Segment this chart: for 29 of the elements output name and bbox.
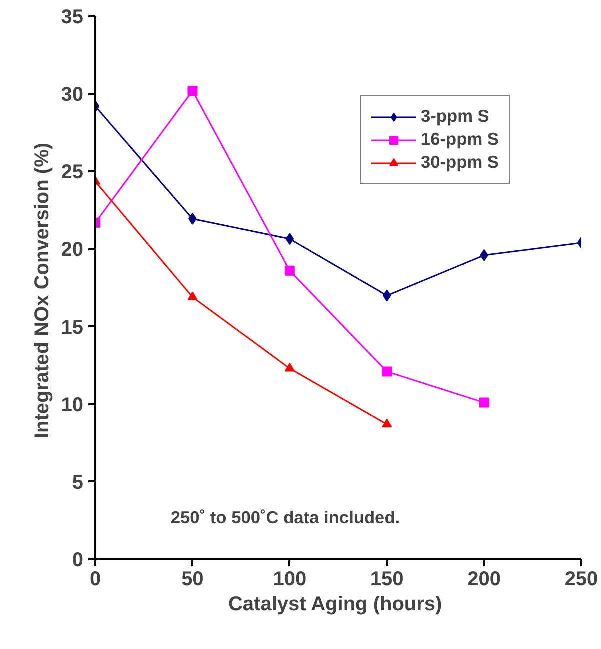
- y-tick-label: 5: [72, 472, 84, 494]
- y-tick-label: 20: [61, 239, 84, 262]
- x-tick-label: 0: [90, 568, 102, 590]
- point: [382, 418, 392, 428]
- legend-label: 3-ppm S: [421, 106, 490, 127]
- y-tick-label: 15: [61, 316, 84, 339]
- y-tick-label: 25: [61, 162, 84, 184]
- annotation: 250˚ to 500˚C data included.: [170, 508, 400, 528]
- point: [382, 290, 392, 302]
- x-tick-label: 150: [370, 568, 404, 590]
- x-tick-label: 50: [182, 568, 204, 590]
- point: [382, 366, 392, 377]
- legend-label: 16-ppm S: [421, 129, 499, 150]
- x-tick-label: 100: [273, 568, 307, 590]
- y-tick-label: 30: [61, 84, 84, 106]
- y-axis-title: Integrated NOx Conversion (%): [31, 142, 54, 439]
- y-tick-label: 35: [61, 6, 84, 28]
- point: [188, 86, 198, 96]
- point: [284, 362, 295, 372]
- point: [188, 292, 198, 300]
- y-tick-label: 10: [61, 394, 84, 416]
- x-axis-title: Catalyst Aging (hours): [228, 594, 442, 616]
- y-tick-label: 0: [72, 550, 84, 572]
- legend-label: 30-ppm S: [421, 152, 499, 173]
- point: [284, 266, 295, 276]
- point: [479, 398, 490, 408]
- x-tick-label: 250: [564, 568, 598, 590]
- point: [286, 233, 294, 246]
- x-tick-label: 200: [468, 568, 501, 590]
